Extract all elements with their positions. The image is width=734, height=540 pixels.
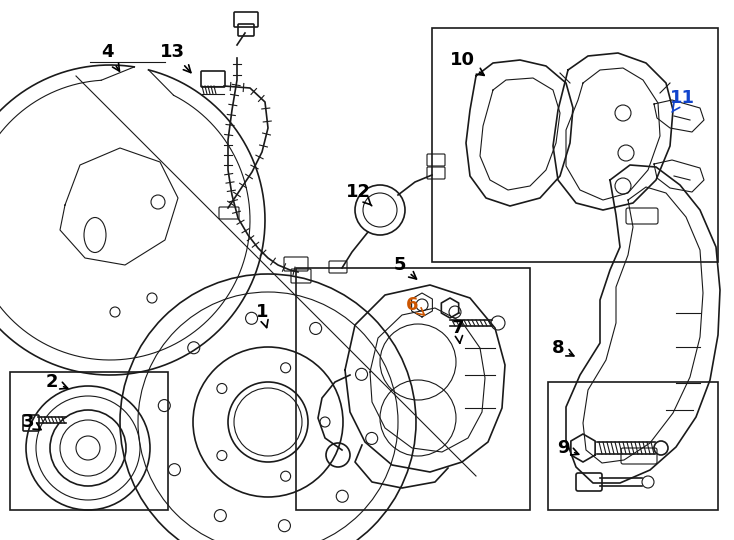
Text: 12: 12 <box>346 183 371 206</box>
Text: 11: 11 <box>669 89 694 112</box>
Bar <box>10 372 168 510</box>
Text: 10: 10 <box>449 51 484 76</box>
Text: 5: 5 <box>393 256 416 279</box>
Bar <box>432 28 718 262</box>
Text: 3: 3 <box>22 413 41 431</box>
Text: 8: 8 <box>552 339 574 357</box>
Text: 13: 13 <box>159 43 191 72</box>
Bar <box>548 382 718 510</box>
Bar <box>296 268 530 510</box>
Text: 7: 7 <box>451 319 464 343</box>
Text: 2: 2 <box>46 373 68 391</box>
Text: 6: 6 <box>406 296 424 315</box>
Text: 9: 9 <box>557 439 578 457</box>
Text: 4: 4 <box>101 43 120 71</box>
Text: 1: 1 <box>255 303 268 328</box>
